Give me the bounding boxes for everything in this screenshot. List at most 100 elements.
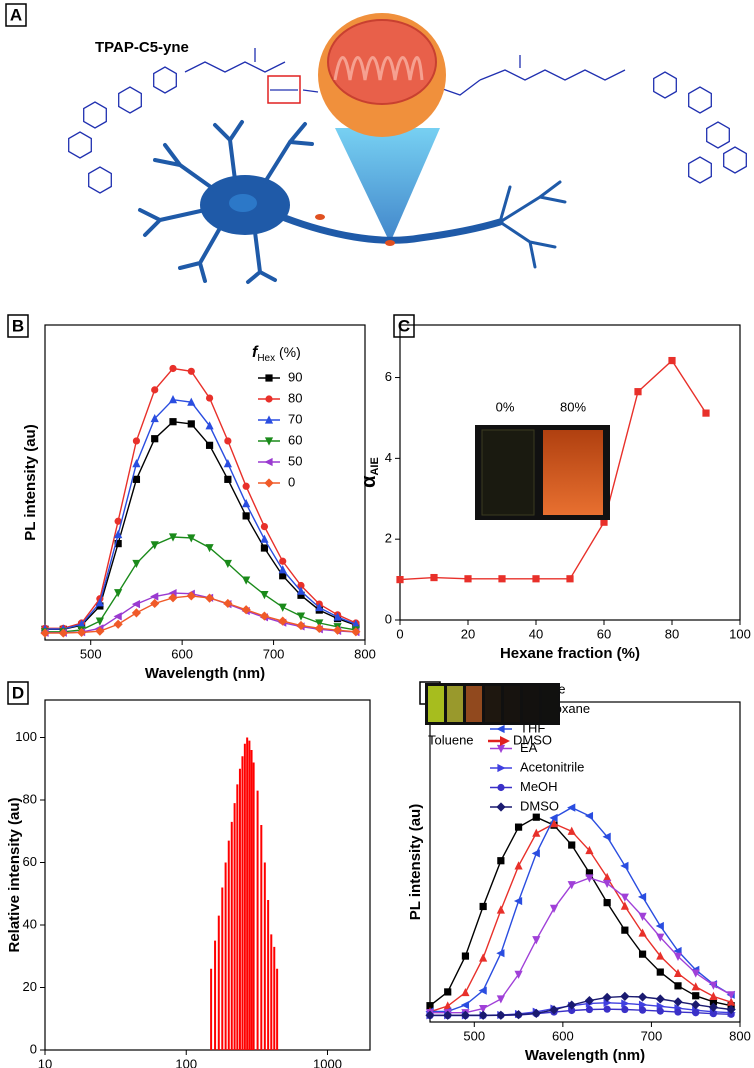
marker bbox=[315, 602, 324, 612]
marker bbox=[443, 1001, 452, 1010]
panel-box bbox=[7, 314, 29, 338]
marker bbox=[333, 612, 342, 621]
plot-frame bbox=[399, 324, 741, 621]
marker bbox=[296, 586, 306, 595]
marker bbox=[150, 598, 160, 609]
marker bbox=[77, 619, 86, 628]
marker bbox=[549, 1005, 559, 1015]
marker bbox=[513, 1010, 524, 1020]
marker bbox=[168, 593, 178, 603]
ring bbox=[653, 71, 677, 99]
mitochondrion bbox=[318, 13, 446, 137]
neuron bbox=[138, 120, 567, 284]
ring bbox=[688, 86, 712, 114]
marker bbox=[567, 881, 576, 890]
marker bbox=[478, 1010, 488, 1020]
ring bbox=[688, 156, 712, 184]
marker bbox=[151, 435, 159, 443]
marker bbox=[278, 616, 288, 626]
panel-label: A bbox=[10, 5, 22, 24]
marker bbox=[549, 904, 559, 913]
marker bbox=[264, 457, 273, 467]
marker bbox=[168, 533, 178, 542]
marker bbox=[634, 388, 642, 396]
marker bbox=[497, 857, 505, 865]
bar bbox=[263, 862, 266, 1050]
series-line bbox=[45, 367, 357, 629]
y-tick-label: 0 bbox=[385, 611, 392, 626]
marker bbox=[620, 861, 629, 870]
bar bbox=[210, 968, 213, 1050]
marker bbox=[567, 803, 576, 812]
y-tick-label: 6 bbox=[385, 369, 392, 384]
marker bbox=[637, 992, 648, 1002]
marker bbox=[568, 841, 576, 849]
legend-label: 50 bbox=[288, 453, 302, 468]
marker bbox=[584, 811, 594, 821]
marker bbox=[549, 813, 558, 822]
marker bbox=[496, 744, 506, 754]
bar bbox=[224, 862, 227, 1050]
bar bbox=[246, 737, 249, 1050]
legend-label: 70 bbox=[288, 411, 302, 426]
marker bbox=[602, 832, 611, 841]
marker bbox=[655, 994, 665, 1004]
marker bbox=[114, 529, 123, 539]
y-axis-label-main: Relative intensity (au) bbox=[6, 797, 23, 952]
series-line bbox=[399, 359, 707, 581]
marker bbox=[169, 364, 177, 373]
marker bbox=[296, 620, 306, 631]
marker bbox=[260, 523, 269, 531]
plot-frame bbox=[44, 324, 366, 641]
vial bbox=[542, 686, 558, 722]
marker bbox=[223, 559, 232, 569]
bar bbox=[230, 821, 233, 1050]
legend-title: fHex (%) bbox=[252, 344, 301, 364]
x-tick-label: 700 bbox=[263, 646, 285, 661]
bar bbox=[248, 740, 251, 1050]
marker bbox=[600, 518, 608, 526]
legend-label: 0 bbox=[288, 474, 295, 489]
ring bbox=[68, 131, 92, 159]
marker bbox=[479, 902, 487, 911]
marker bbox=[674, 982, 682, 990]
x-tick-label: 10 bbox=[38, 1056, 52, 1068]
marker bbox=[113, 612, 122, 621]
marker bbox=[242, 482, 250, 490]
marker bbox=[727, 997, 736, 1006]
ring bbox=[88, 166, 112, 194]
ring bbox=[706, 121, 730, 149]
bar bbox=[236, 784, 239, 1050]
marker bbox=[265, 374, 273, 382]
marker bbox=[709, 981, 718, 990]
marker bbox=[297, 581, 305, 590]
marker bbox=[513, 896, 523, 906]
marker bbox=[655, 921, 664, 931]
marker bbox=[150, 413, 159, 423]
marker bbox=[260, 534, 269, 543]
marker bbox=[584, 995, 595, 1006]
marker bbox=[727, 1010, 735, 1018]
bar bbox=[270, 934, 273, 1050]
plot-frame bbox=[44, 699, 371, 1051]
marker bbox=[260, 591, 269, 600]
x-tick-label: 800 bbox=[354, 646, 376, 661]
marker bbox=[224, 475, 232, 483]
marker bbox=[150, 592, 159, 601]
x-axis-label: Wavelength (nm) bbox=[145, 665, 265, 682]
marker bbox=[187, 534, 196, 543]
marker bbox=[668, 356, 676, 365]
marker bbox=[430, 573, 438, 582]
marker bbox=[260, 544, 269, 552]
panel-box bbox=[7, 681, 29, 705]
marker bbox=[496, 802, 506, 812]
marker bbox=[187, 397, 196, 406]
marker bbox=[603, 879, 612, 889]
marker bbox=[532, 813, 540, 821]
marker bbox=[132, 559, 141, 569]
marker bbox=[132, 459, 141, 468]
marker bbox=[531, 849, 540, 858]
marker bbox=[204, 593, 215, 603]
marker bbox=[479, 1004, 488, 1014]
marker bbox=[205, 394, 214, 402]
